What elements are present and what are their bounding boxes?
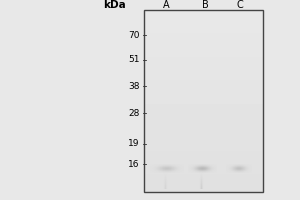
Text: 28: 28 [128, 108, 140, 117]
Text: A: A [163, 0, 170, 10]
Text: kDa: kDa [103, 0, 125, 10]
Text: 51: 51 [128, 55, 140, 64]
Text: 16: 16 [128, 160, 140, 169]
Text: 19: 19 [128, 139, 140, 148]
Text: 38: 38 [128, 82, 140, 91]
Text: 70: 70 [128, 30, 140, 40]
Text: B: B [202, 0, 209, 10]
Bar [144, 10, 262, 192]
Text: C: C [237, 0, 243, 10]
